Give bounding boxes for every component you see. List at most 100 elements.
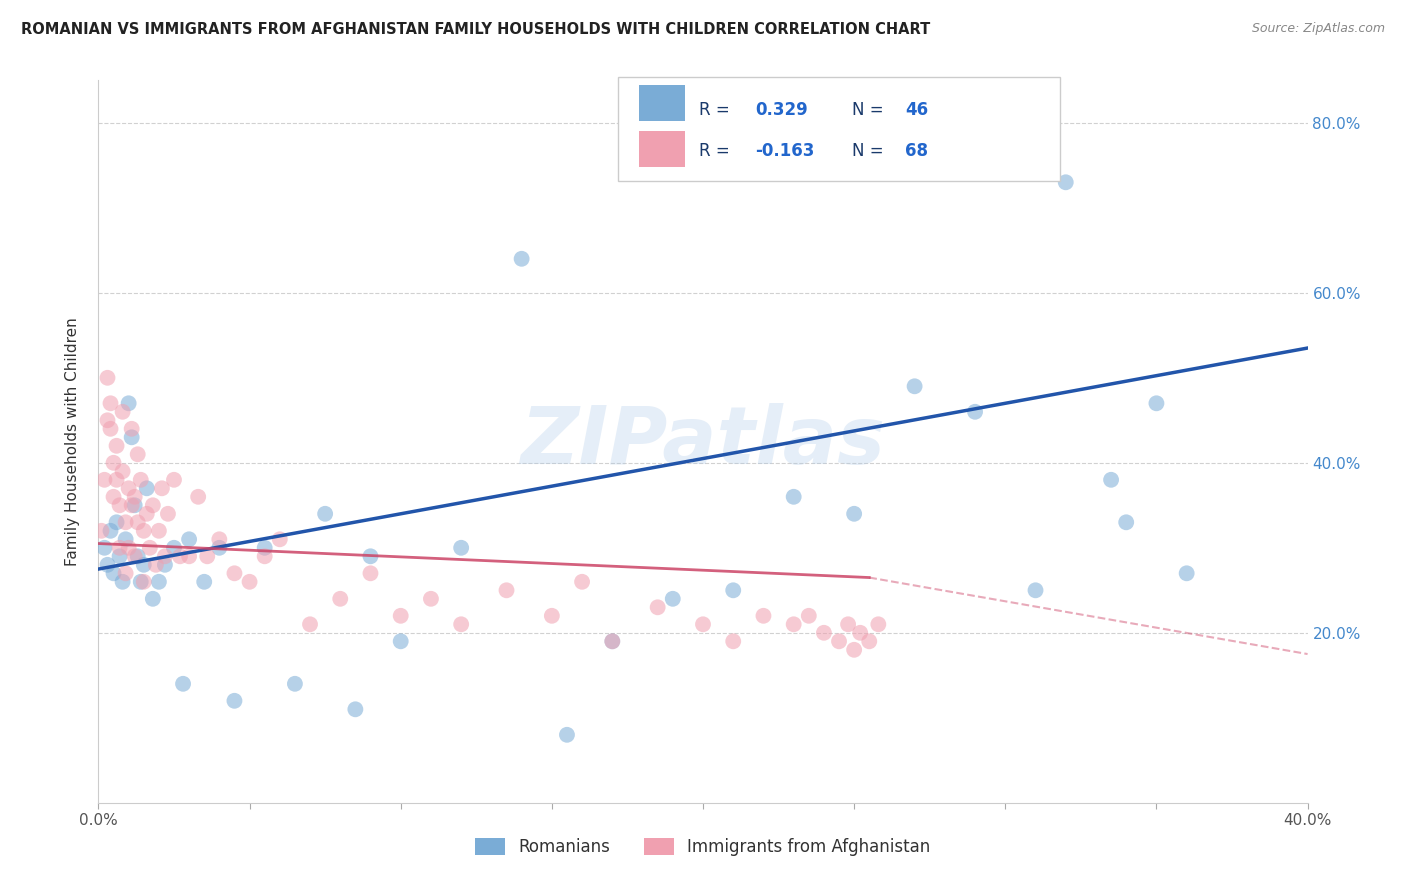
Point [111,405,134,419]
Point [132,558,155,572]
Point [96,558,118,572]
Point [163,473,186,487]
Point [239,574,262,589]
Point [224,694,246,708]
Point [103,456,125,470]
Point [965,405,987,419]
Point [100,422,122,436]
Point [1144,396,1167,410]
Point [783,617,806,632]
Point [1175,566,1198,581]
Point [450,617,472,632]
Point [868,617,890,632]
Point [1115,516,1137,530]
Point [153,558,176,572]
Point [108,541,131,555]
Point [555,728,578,742]
Point [571,574,593,589]
Point [93,473,115,487]
Point [1024,583,1046,598]
Point [849,625,872,640]
Point [111,574,134,589]
Point [153,549,176,564]
Point [100,396,122,410]
Point [142,498,165,512]
Point [661,591,683,606]
Point [195,549,218,564]
Point [510,252,533,266]
Legend: Romanians, Immigrants from Afghanistan: Romanians, Immigrants from Afghanistan [468,831,938,863]
Point [314,507,336,521]
Text: R =: R = [699,142,735,160]
Point [129,574,152,589]
Point [108,498,131,512]
Text: R =: R = [699,101,735,119]
Point [752,608,775,623]
Point [904,379,927,393]
Point [420,591,443,606]
Point [208,533,231,547]
Point [114,533,136,547]
Point [124,498,146,512]
Y-axis label: Family Households with Children: Family Households with Children [65,318,80,566]
Point [132,574,155,589]
Point [813,625,835,640]
Point [828,634,851,648]
Point [179,549,201,564]
Point [344,702,367,716]
Text: N =: N = [852,101,889,119]
Point [284,677,307,691]
Point [797,608,820,623]
Point [163,541,186,555]
Point [129,473,152,487]
Point [118,481,141,495]
FancyBboxPatch shape [619,77,1060,181]
Point [118,396,141,410]
Point [844,507,866,521]
Point [121,498,143,512]
Point [1099,473,1122,487]
Text: 68: 68 [905,142,928,160]
Point [253,541,276,555]
Point [647,600,669,615]
FancyBboxPatch shape [638,130,685,167]
Point [360,566,382,581]
Point [121,430,143,444]
Point [96,371,118,385]
Text: 46: 46 [905,101,928,119]
Point [858,634,880,648]
Point [118,541,141,555]
Point [111,464,134,478]
Text: Source: ZipAtlas.com: Source: ZipAtlas.com [1251,22,1385,36]
Point [135,481,157,495]
Point [1054,175,1077,189]
Point [602,634,624,648]
Point [114,566,136,581]
Point [329,591,352,606]
Point [783,490,806,504]
Point [139,541,162,555]
Point [389,608,412,623]
Point [142,591,165,606]
Point [540,608,562,623]
Point [172,677,194,691]
Point [103,566,125,581]
Point [253,549,276,564]
Point [495,583,517,598]
Point [108,549,131,564]
Point [179,533,201,547]
Point [150,481,173,495]
Point [723,634,745,648]
Text: -0.163: -0.163 [755,142,814,160]
Point [145,558,167,572]
Point [208,541,231,555]
Point [389,634,412,648]
Point [193,574,215,589]
Point [127,549,149,564]
Point [692,617,714,632]
Point [114,516,136,530]
FancyBboxPatch shape [638,85,685,121]
Point [360,549,382,564]
Point [93,541,115,555]
Point [135,507,157,521]
